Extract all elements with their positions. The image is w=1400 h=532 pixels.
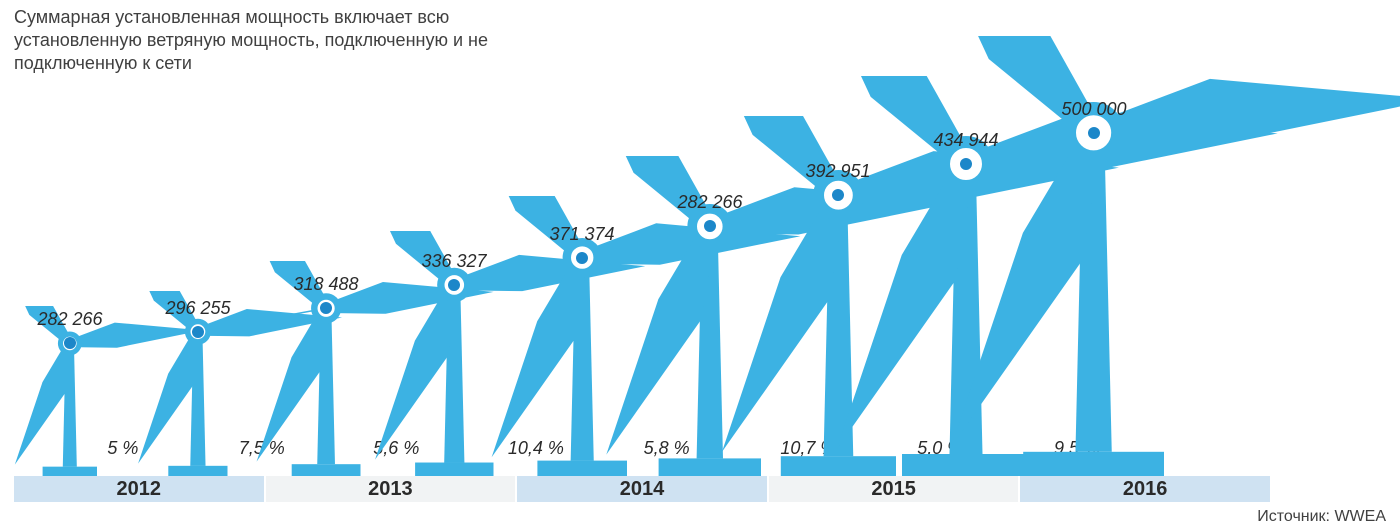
turbine-icon [856, 36, 1400, 476]
data-point-dot [64, 337, 76, 349]
value-label: 282 266 [37, 309, 102, 330]
value-label: 500 000 [1061, 99, 1126, 120]
data-point-dot [192, 326, 204, 338]
chart-stage: 282 2665 %296 2557,5 %318 4885,6 %336 32… [0, 0, 1400, 532]
data-point-dot [1088, 127, 1100, 139]
